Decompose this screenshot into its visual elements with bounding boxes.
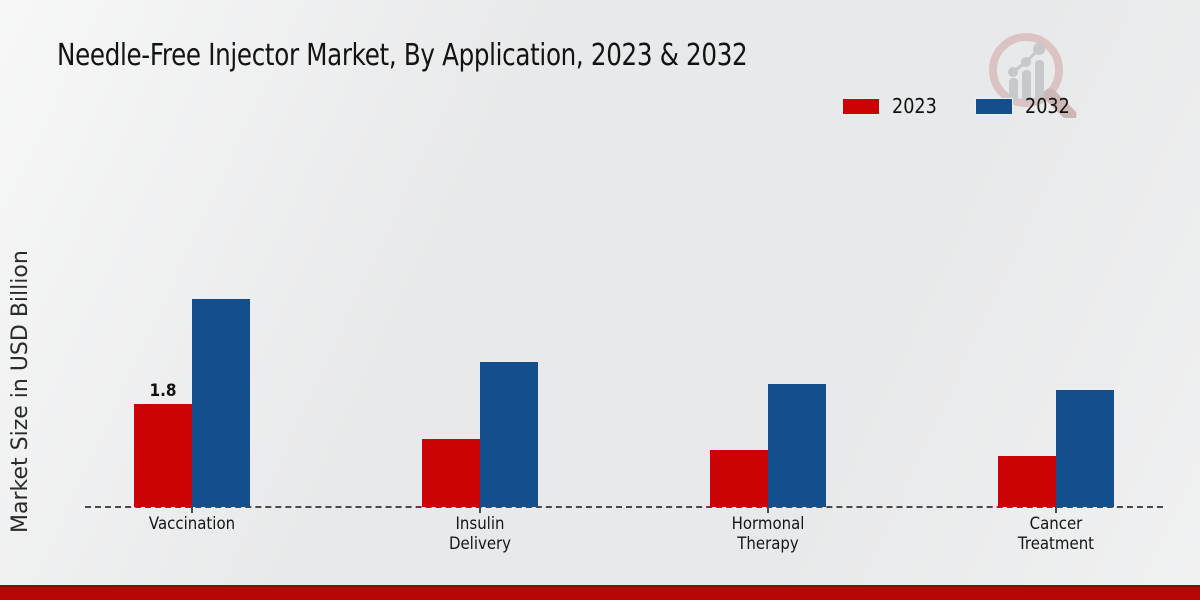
bar-2023-category-3 bbox=[998, 456, 1056, 507]
x-axis-tick bbox=[479, 507, 481, 513]
x-axis-category-label: Hormonal Therapy bbox=[731, 514, 805, 555]
bar-2032-category-3 bbox=[1056, 390, 1114, 507]
bar-2023-category-1 bbox=[422, 439, 480, 507]
legend-label-2023: 2023 bbox=[892, 94, 937, 118]
x-axis-tick bbox=[191, 507, 193, 513]
chart-legend: 2023 2032 bbox=[842, 94, 1076, 118]
bar-2032-category-2 bbox=[768, 384, 826, 507]
x-axis-tick bbox=[1055, 507, 1057, 513]
legend-item-2023: 2023 bbox=[842, 94, 943, 118]
bar-2023-category-2 bbox=[710, 450, 768, 507]
bar-2032-category-0 bbox=[192, 299, 250, 507]
x-axis-category-label: Cancer Treatment bbox=[1017, 514, 1095, 555]
legend-swatch-2032 bbox=[974, 97, 1013, 115]
x-axis-category-label: Insulin Delivery bbox=[448, 514, 512, 555]
x-axis-category-label: Vaccination bbox=[148, 514, 236, 534]
bar-data-label: 1.8 bbox=[149, 381, 177, 401]
legend-item-2032: 2032 bbox=[974, 94, 1076, 118]
magnifier-growth-chart-logo bbox=[989, 33, 1077, 118]
bar-2023-category-0 bbox=[134, 404, 192, 507]
legend-swatch-2023 bbox=[842, 97, 880, 115]
chart-title: Needle-Free Injector Market, By Applicat… bbox=[57, 38, 748, 73]
footer-accent-bar bbox=[0, 585, 1200, 600]
bar-2032-category-1 bbox=[480, 362, 538, 507]
x-axis-tick bbox=[767, 507, 769, 513]
x-axis-baseline bbox=[85, 506, 1163, 508]
legend-label-2032: 2032 bbox=[1024, 94, 1070, 118]
